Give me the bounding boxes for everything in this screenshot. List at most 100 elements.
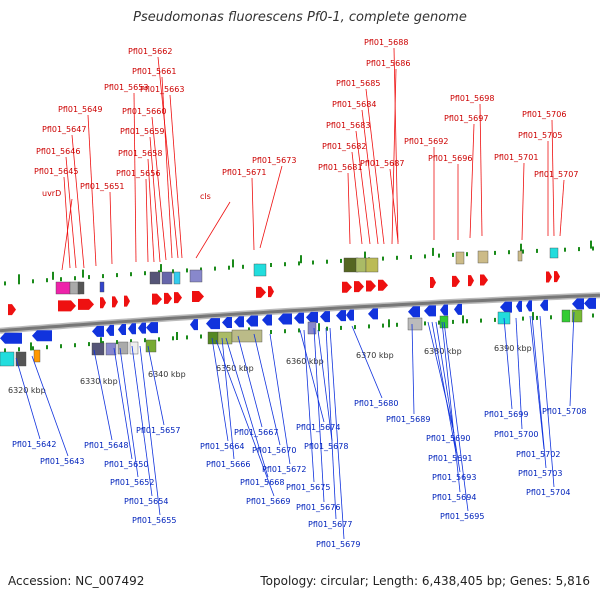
- major-tick-lower: [318, 323, 320, 332]
- reverse-gene-leader: [269, 333, 291, 465]
- forward-gene-leader: [71, 134, 85, 269]
- forward-gene-leader: [351, 151, 363, 245]
- reverse-gene-label: Pfl01_5669: [246, 497, 290, 506]
- guide-tick-upper: [4, 281, 6, 286]
- feature-box: [549, 247, 559, 259]
- forward-gene-arrow: [174, 292, 182, 304]
- reverse-gene-arrow: [106, 324, 114, 336]
- forward-gene-leader: [169, 94, 183, 259]
- guide-tick-upper: [424, 254, 426, 259]
- forward-gene-leader: [347, 172, 351, 245]
- feature-box: [77, 281, 85, 295]
- guide-tick-upper: [508, 250, 510, 255]
- guide-tick-lower: [382, 323, 384, 328]
- reverse-gene-arrow: [278, 313, 292, 325]
- forward-gene-label: Pfl01_5661: [132, 67, 176, 76]
- kbp-tick-label: 6380 kbp: [424, 347, 462, 356]
- forward-gene-leader: [251, 177, 255, 251]
- guide-tick-upper: [130, 272, 132, 277]
- forward-gene-label: Pfl01_5647: [42, 125, 86, 134]
- major-tick-upper: [82, 269, 84, 278]
- guide-tick-lower: [340, 325, 342, 330]
- reverse-gene-label: Pfl01_5694: [432, 493, 476, 502]
- reverse-gene-label: Pfl01_5693: [432, 473, 476, 482]
- forward-gene-arrow: [430, 277, 436, 289]
- reverse-gene-leader: [317, 329, 333, 442]
- guide-tick-lower: [466, 319, 468, 324]
- guide-tick-lower: [32, 346, 34, 351]
- guide-tick-upper: [284, 262, 286, 267]
- forward-gene-label: Pfl01_5658: [118, 149, 162, 158]
- guide-tick-upper: [200, 267, 202, 272]
- guide-tick-lower: [438, 320, 440, 325]
- forward-gene-arrow: [152, 293, 162, 305]
- forward-gene-leader: [355, 130, 371, 245]
- guide-tick-upper: [228, 265, 230, 270]
- major-tick-lower: [30, 342, 32, 351]
- reverse-gene-leader: [237, 335, 263, 428]
- forward-gene-label: Pfl01_5653: [104, 83, 148, 92]
- forward-gene-label: Pfl01_5659: [120, 127, 164, 136]
- reverse-gene-label: Pfl01_5689: [386, 415, 430, 424]
- kbp-tick-label: 6390 kbp: [494, 344, 532, 353]
- reverse-gene-leader: [515, 317, 523, 430]
- reverse-gene-arrow: [190, 319, 198, 331]
- reverse-gene-leader: [351, 325, 383, 399]
- reverse-gene-leader: [431, 321, 457, 454]
- forward-gene-arrow: [192, 290, 204, 302]
- major-tick-upper: [520, 243, 522, 252]
- kbp-tick-label: 6320 kbp: [8, 386, 46, 395]
- reverse-gene-arrow: [584, 297, 596, 309]
- reverse-gene-arrow: [526, 300, 532, 312]
- forward-gene-label: Pfl01_5692: [404, 137, 448, 146]
- major-tick-lower: [462, 315, 464, 324]
- forward-gene-label: Pfl01_5705: [518, 131, 562, 140]
- forward-gene-leader: [551, 119, 555, 237]
- forward-gene-arrow: [452, 275, 460, 287]
- forward-gene-arrow: [468, 275, 474, 287]
- forward-gene-arrow: [112, 296, 118, 308]
- reverse-gene-label: Pfl01_5670: [252, 446, 296, 455]
- reverse-gene-label: Pfl01_5691: [428, 454, 472, 463]
- feature-box: [33, 349, 41, 363]
- reverse-gene-leader: [503, 317, 513, 410]
- forward-gene-label: Pfl01_5649: [58, 105, 102, 114]
- reverse-gene-label: Pfl01_5654: [124, 497, 168, 506]
- forward-gene-leader: [559, 179, 565, 237]
- reverse-gene-arrow: [320, 311, 330, 323]
- forward-gene-leader: [147, 158, 155, 263]
- reverse-gene-arrow: [206, 318, 220, 330]
- forward-gene-label: Pfl01_5673: [252, 156, 296, 165]
- major-tick-upper: [590, 240, 592, 249]
- forward-gene-leader: [157, 56, 179, 259]
- reverse-gene-leader: [93, 349, 113, 441]
- guide-tick-upper: [116, 273, 118, 278]
- guide-tick-lower: [158, 337, 160, 342]
- feature-box: [517, 250, 523, 262]
- guide-tick-lower: [46, 345, 48, 350]
- guide-tick-lower: [4, 348, 6, 353]
- reverse-gene-arrow: [440, 304, 448, 316]
- forward-gene-label: Pfl01_5663: [140, 85, 184, 94]
- forward-gene-leader: [479, 103, 483, 237]
- forward-gene-arrow: [354, 281, 364, 293]
- reverse-gene-leader: [215, 339, 275, 497]
- reverse-gene-arrow: [32, 330, 52, 342]
- reverse-gene-label: Pfl01_5704: [526, 488, 570, 497]
- reverse-gene-arrow: [118, 324, 126, 336]
- guide-tick-upper: [578, 247, 580, 252]
- feature-box: [55, 281, 71, 295]
- forward-gene-leader: [469, 123, 475, 239]
- reverse-gene-label: Pfl01_5655: [132, 516, 176, 525]
- guide-tick-lower: [298, 328, 300, 333]
- forward-gene-leader: [149, 136, 161, 263]
- guide-tick-upper: [452, 252, 454, 257]
- guide-tick-lower: [130, 339, 132, 344]
- forward-gene-label: cls: [200, 192, 211, 201]
- reverse-gene-leader: [15, 357, 41, 440]
- reverse-gene-leader: [435, 321, 461, 473]
- forward-gene-leader: [259, 165, 283, 249]
- feature-box: [91, 342, 105, 356]
- guide-tick-upper: [60, 277, 62, 282]
